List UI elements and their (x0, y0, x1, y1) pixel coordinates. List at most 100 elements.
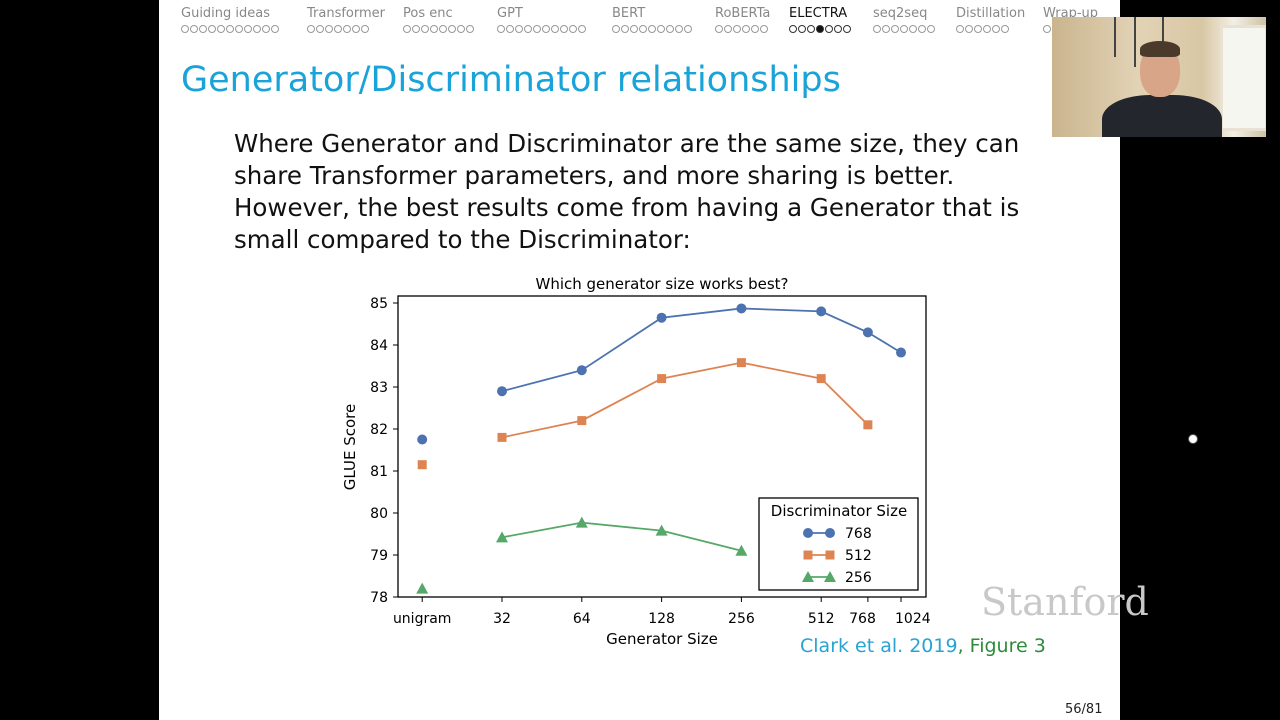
slide-dot[interactable] (956, 25, 964, 33)
nav-slide-dots (1043, 23, 1098, 36)
nav-section[interactable]: Transformer (307, 6, 385, 36)
slide-dot[interactable] (751, 25, 759, 33)
slide-dot[interactable] (900, 25, 908, 33)
slide-dot[interactable] (666, 25, 674, 33)
slide-dot[interactable] (742, 25, 750, 33)
data-point-768 (896, 347, 906, 358)
slide-dot[interactable] (798, 25, 806, 33)
slide-dot[interactable] (927, 25, 935, 33)
slide-dot[interactable] (873, 25, 881, 33)
slide-dot[interactable] (199, 25, 207, 33)
x-tick-label: unigram (393, 611, 452, 627)
slide-dot[interactable] (675, 25, 683, 33)
slide-dot[interactable] (226, 25, 234, 33)
slide-dot[interactable] (834, 25, 842, 33)
data-point-512 (736, 358, 746, 368)
slide-dot[interactable] (715, 25, 723, 33)
slide-dot[interactable] (271, 25, 279, 33)
slide-dot[interactable] (325, 25, 333, 33)
slide-dot[interactable] (569, 25, 577, 33)
slide-dot[interactable] (497, 25, 505, 33)
slide-dot[interactable] (733, 25, 741, 33)
slide-dot[interactable] (639, 25, 647, 33)
slide-dot[interactable] (760, 25, 768, 33)
citation-link[interactable]: Clark et al. 2019 (800, 635, 958, 657)
slide-dot[interactable] (235, 25, 243, 33)
nav-slide-dots (497, 23, 587, 36)
slide-dot[interactable] (657, 25, 665, 33)
slide-dot[interactable] (448, 25, 456, 33)
nav-section[interactable]: GPT (497, 6, 587, 36)
slide-dot[interactable] (361, 25, 369, 33)
slide-dot[interactable] (630, 25, 638, 33)
nav-slide-dots (956, 23, 1025, 36)
slide-dot[interactable] (974, 25, 982, 33)
slide-dot[interactable] (421, 25, 429, 33)
slide-dot[interactable] (789, 25, 797, 33)
slide-dot[interactable] (621, 25, 629, 33)
legend: Discriminator Size 768 512 256 (758, 497, 919, 591)
slide-dot[interactable] (1001, 25, 1009, 33)
slide-dot[interactable] (524, 25, 532, 33)
slide-dot[interactable] (816, 25, 824, 33)
slide-dot[interactable] (533, 25, 541, 33)
slide-dot[interactable] (909, 25, 917, 33)
slide-dot[interactable] (724, 25, 732, 33)
slide-dot[interactable] (983, 25, 991, 33)
chart-title: Which generator size works best? (535, 275, 788, 293)
slide-dot[interactable] (992, 25, 1000, 33)
data-point-256 (575, 516, 588, 528)
slide-dot[interactable] (648, 25, 656, 33)
slide-dot[interactable] (578, 25, 586, 33)
slide-dot[interactable] (307, 25, 315, 33)
nav-section[interactable]: RoBERTa (715, 6, 770, 36)
slide-dot[interactable] (430, 25, 438, 33)
data-point-768 (736, 303, 747, 314)
slide-dot[interactable] (457, 25, 465, 33)
slide-dot[interactable] (466, 25, 474, 33)
data-point-256 (655, 524, 668, 536)
slide-dot[interactable] (181, 25, 189, 33)
slide-dot[interactable] (612, 25, 620, 33)
slide-dot[interactable] (403, 25, 411, 33)
slide-dot[interactable] (1043, 25, 1051, 33)
slide-dot[interactable] (253, 25, 261, 33)
nav-section[interactable]: ELECTRA (789, 6, 852, 36)
slide-dot[interactable] (244, 25, 252, 33)
slide-dot[interactable] (262, 25, 270, 33)
slide-dot[interactable] (334, 25, 342, 33)
slide-dot[interactable] (412, 25, 420, 33)
nav-section[interactable]: Guiding ideas (181, 6, 280, 36)
slide-dot[interactable] (965, 25, 973, 33)
nav-section[interactable]: BERT (612, 6, 693, 36)
stanford-watermark: Stanford (981, 580, 1149, 624)
data-point-512 (657, 374, 667, 384)
slide-dot[interactable] (515, 25, 523, 33)
slide-dot[interactable] (560, 25, 568, 33)
legend-marker (824, 571, 836, 582)
slide-dot[interactable] (190, 25, 198, 33)
nav-section[interactable]: seq2seq (873, 6, 936, 36)
slide-dot[interactable] (843, 25, 851, 33)
slide-dot[interactable] (684, 25, 692, 33)
slide-dot[interactable] (208, 25, 216, 33)
nav-section-label: RoBERTa (715, 6, 771, 21)
slide-dot[interactable] (217, 25, 225, 33)
slide-dot[interactable] (551, 25, 559, 33)
data-point-768 (576, 365, 587, 376)
slide-dot[interactable] (918, 25, 926, 33)
nav-section[interactable]: Distillation (956, 6, 1025, 36)
y-axis-label: GLUE Score (341, 404, 359, 490)
slide-dot[interactable] (316, 25, 324, 33)
slide-dot[interactable] (506, 25, 514, 33)
nav-section[interactable]: Pos enc (403, 6, 475, 36)
slide-dot[interactable] (343, 25, 351, 33)
mouse-cursor (1188, 434, 1198, 444)
slide-dot[interactable] (882, 25, 890, 33)
slide-dot[interactable] (807, 25, 815, 33)
slide-dot[interactable] (891, 25, 899, 33)
slide-dot[interactable] (825, 25, 833, 33)
slide-dot[interactable] (439, 25, 447, 33)
slide-dot[interactable] (352, 25, 360, 33)
slide-dot[interactable] (542, 25, 550, 33)
